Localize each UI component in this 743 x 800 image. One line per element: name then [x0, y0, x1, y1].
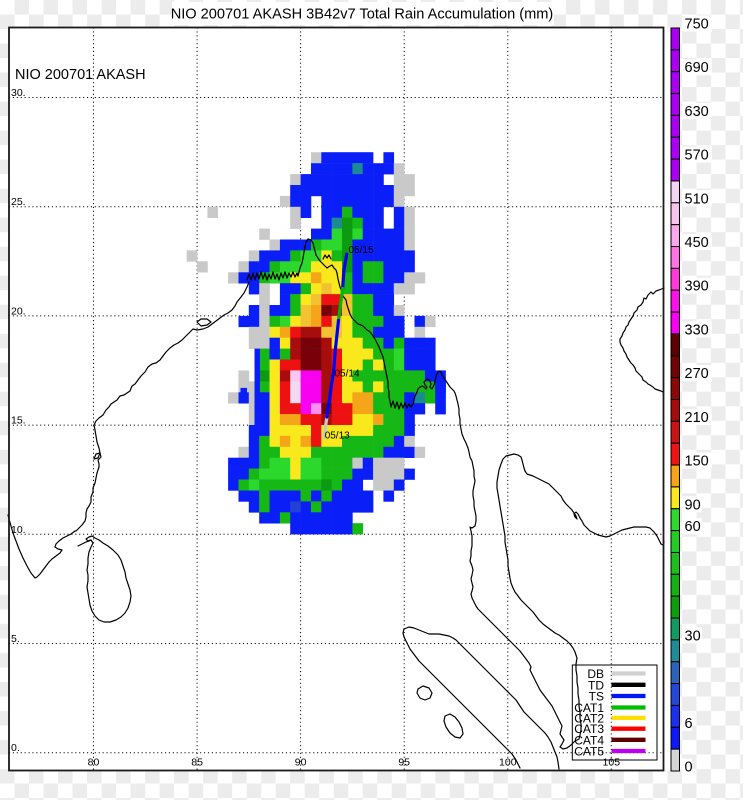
svg-text:NIO 200701 AKASH 3B42v7 Total: NIO 200701 AKASH 3B42v7 Total Rain Accum… [171, 7, 554, 23]
svg-text:60: 60 [685, 519, 701, 535]
svg-text:15.: 15. [11, 415, 26, 427]
svg-text:30: 30 [685, 628, 701, 644]
svg-text:30.: 30. [11, 87, 26, 99]
svg-text:CAT5: CAT5 [574, 745, 604, 759]
svg-text:330: 330 [685, 322, 709, 338]
svg-text:6: 6 [685, 716, 693, 732]
svg-text:80: 80 [88, 757, 100, 769]
svg-text:90: 90 [295, 757, 307, 769]
svg-text:10.: 10. [11, 524, 26, 536]
svg-text:270: 270 [685, 366, 709, 382]
svg-text:105: 105 [603, 757, 621, 769]
svg-text:150: 150 [685, 454, 709, 470]
svg-text:85: 85 [191, 757, 203, 769]
svg-text:CAT2: CAT2 [574, 711, 604, 725]
svg-text:390: 390 [685, 279, 709, 295]
svg-text:05/13: 05/13 [325, 431, 350, 442]
svg-text:0.: 0. [11, 742, 20, 754]
svg-text:210: 210 [685, 410, 709, 426]
svg-text:95: 95 [398, 757, 410, 769]
svg-text:5.: 5. [11, 633, 20, 645]
svg-text:100: 100 [499, 757, 517, 769]
svg-text:05/14: 05/14 [335, 369, 360, 380]
svg-text:90: 90 [685, 497, 701, 513]
svg-text:690: 690 [685, 60, 709, 76]
svg-text:20.: 20. [11, 305, 26, 317]
svg-text:CAT3: CAT3 [574, 722, 604, 736]
svg-text:510: 510 [685, 191, 709, 207]
svg-text:TD: TD [588, 678, 604, 692]
svg-text:DB: DB [587, 667, 604, 681]
svg-text:05/15: 05/15 [349, 245, 374, 256]
svg-text:630: 630 [685, 104, 709, 120]
svg-text:NIO 200701 AKASH: NIO 200701 AKASH [15, 67, 146, 83]
svg-text:750: 750 [685, 17, 709, 33]
svg-text:TS: TS [589, 690, 604, 704]
svg-text:0: 0 [685, 760, 693, 776]
svg-text:25.: 25. [11, 196, 26, 208]
svg-text:CAT4: CAT4 [574, 733, 604, 747]
svg-text:570: 570 [685, 148, 709, 164]
svg-text:450: 450 [685, 235, 709, 251]
svg-text:CAT1: CAT1 [574, 701, 604, 715]
